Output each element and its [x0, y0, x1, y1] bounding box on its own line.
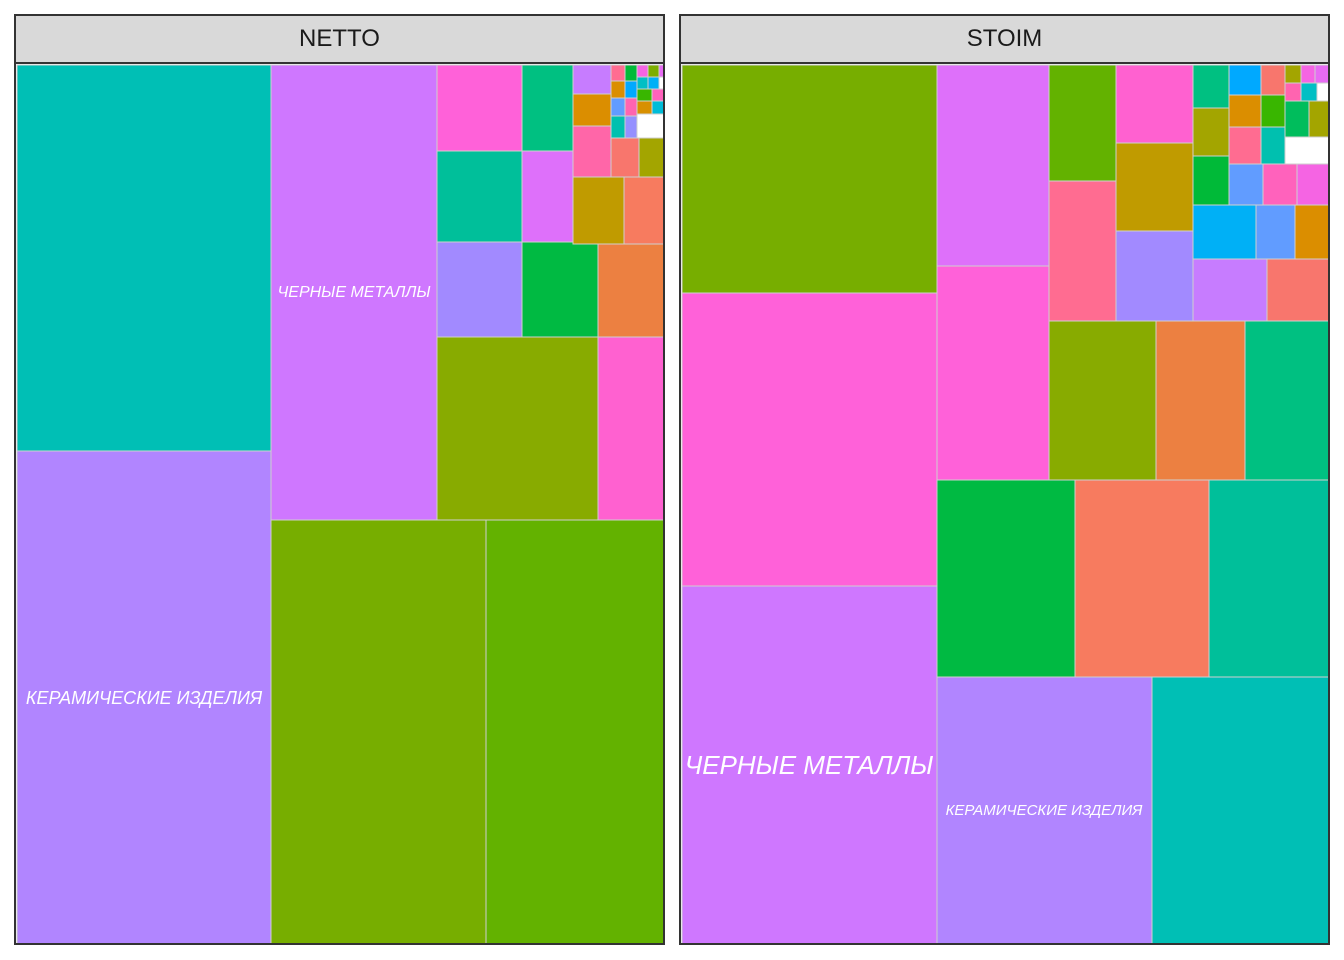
stoim-tile-35: [1300, 82, 1318, 102]
facet-panel-netto: NETTO КЕРАМИЧЕСКИЕ ИЗДЕЛИЯ ЧЕРНЫЕ МЕТАЛЛЫ: [14, 14, 665, 945]
netto-tile-35: [636, 88, 653, 102]
netto-tile-34: [658, 64, 663, 78]
stoim-tile-41: [1262, 163, 1298, 206]
netto-tile-29: [624, 115, 638, 139]
stoim-tile-10: [1151, 676, 1328, 943]
netto-tile-7: [521, 64, 574, 152]
treemap-svg-netto: КЕРАМИЧЕСКИЕ ИЗДЕЛИЯ ЧЕРНЫЕ МЕТАЛЛЫ: [16, 64, 663, 943]
stoim-tile-15: [1115, 230, 1194, 322]
stoim-tile-20: [1192, 107, 1230, 157]
netto-tile-26: [624, 64, 638, 82]
netto-tile-30: [636, 64, 649, 78]
stoim-tile-13: [1115, 64, 1194, 144]
stoim-tile-label-черные-металлы: ЧЕРНЫЕ МЕТАЛЛЫ: [685, 750, 934, 780]
stoim-tile-25: [1192, 258, 1268, 322]
stoim-tile-18: [1244, 320, 1328, 481]
stoim-tile-30: [1284, 64, 1302, 84]
treemap-plot-stoim: ЧЕРНЫЕ МЕТАЛЛЫ КЕРАМИЧЕСКИЕ ИЗДЕЛИЯ: [679, 62, 1330, 945]
stoim-tile-12: [1048, 180, 1117, 322]
stoim-tile-40: [1228, 163, 1264, 206]
netto-tile-16: [623, 176, 663, 245]
netto-tile-20: [572, 64, 612, 95]
stoim-tile-9: [936, 676, 1153, 943]
stoim-tile-6: [936, 479, 1076, 678]
netto-tile-28: [624, 97, 638, 117]
facet-panel-stoim: STOIM ЧЕРНЫЕ МЕТАЛЛЫ КЕРАМИЧЕСКИЕ ИЗДЕЛИЯ: [679, 14, 1330, 945]
stoim-tile-34: [1284, 82, 1302, 102]
facet-strip-netto: NETTO: [14, 14, 665, 64]
stoim-tile-27: [1228, 64, 1262, 96]
netto-tile-5: [485, 519, 663, 943]
stoim-tile-14: [1115, 142, 1194, 232]
netto-tile-15: [572, 176, 625, 245]
stoim-tile-11: [1048, 64, 1117, 182]
stoim-tile-38: [1284, 100, 1310, 138]
stoim-tile-1: [681, 64, 938, 294]
stoim-tile-4: [936, 64, 1050, 267]
netto-tile-14: [597, 336, 663, 521]
stoim-tile-42: [1296, 163, 1328, 206]
netto-tile-6: [436, 64, 523, 152]
treemap-plot-netto: КЕРАМИЧЕСКИЕ ИЗДЕЛИЯ ЧЕРНЫЕ МЕТАЛЛЫ: [14, 62, 665, 945]
stoim-tile-32: [1314, 64, 1328, 84]
netto-tile-2: [16, 450, 272, 943]
netto-tile-38: [651, 100, 663, 115]
netto-tile-11: [521, 241, 599, 338]
netto-tile-3: [270, 64, 438, 521]
netto-tile-25: [610, 115, 626, 139]
netto-tile-27: [624, 80, 638, 99]
stoim-tile-37: [1260, 126, 1286, 165]
netto-tile-24: [610, 97, 626, 117]
stoim-tile-33: [1260, 94, 1286, 128]
netto-tile-9: [521, 150, 574, 243]
netto-tile-1: [16, 64, 272, 453]
netto-tile-4: [270, 519, 487, 943]
netto-tile-19: [638, 137, 663, 178]
stoim-tile-16: [1048, 320, 1157, 481]
netto-tile-17: [572, 125, 612, 178]
netto-tile-10: [436, 241, 523, 338]
netto-tile-33: [647, 76, 660, 90]
netto-tile-37: [636, 100, 653, 115]
stoim-tile-26: [1266, 258, 1328, 322]
netto-tile-label-черные-металлы: ЧЕРНЫЕ МЕТАЛЛЫ: [278, 284, 431, 301]
netto-tile-8: [436, 150, 523, 243]
stoim-tile-39: [1308, 100, 1328, 138]
netto-tile-12: [597, 241, 663, 338]
stoim-tile-36: [1228, 126, 1262, 165]
stoim-tile-21: [1192, 155, 1230, 206]
stoim-tile-2: [681, 292, 938, 587]
stoim-tile-7: [1074, 479, 1210, 678]
stoim-tile-19: [1192, 64, 1230, 109]
stoim-tile-24: [1294, 204, 1328, 260]
netto-tile-23: [610, 80, 626, 99]
netto-tile-22: [610, 64, 626, 82]
netto-tile-32: [647, 64, 660, 78]
treemap-svg-stoim: ЧЕРНЫЕ МЕТАЛЛЫ КЕРАМИЧЕСКИЕ ИЗДЕЛИЯ: [681, 64, 1328, 943]
netto-tile-label-керамические-изделия: КЕРАМИЧЕСКИЕ ИЗДЕЛИЯ: [26, 688, 263, 708]
stoim-tile-3: [681, 585, 938, 943]
stoim-tile-31: [1300, 64, 1316, 84]
stoim-tile-label-керамические-изделия: КЕРАМИЧЕСКИЕ ИЗДЕЛИЯ: [946, 802, 1144, 819]
stoim-tile-28: [1228, 94, 1262, 128]
netto-tile-21: [572, 93, 612, 127]
netto-tile-13: [436, 336, 599, 521]
stoim-tile-5: [936, 265, 1050, 481]
stoim-tile-23: [1255, 204, 1296, 260]
stoim-tile-8: [1208, 479, 1328, 678]
facet-strip-stoim: STOIM: [679, 14, 1330, 64]
netto-tile-18: [610, 137, 640, 178]
stoim-tile-17: [1155, 320, 1246, 481]
stoim-tile-29: [1260, 64, 1286, 96]
netto-tile-31: [636, 76, 649, 90]
netto-tile-36: [651, 88, 663, 102]
stoim-tile-22: [1192, 204, 1257, 260]
